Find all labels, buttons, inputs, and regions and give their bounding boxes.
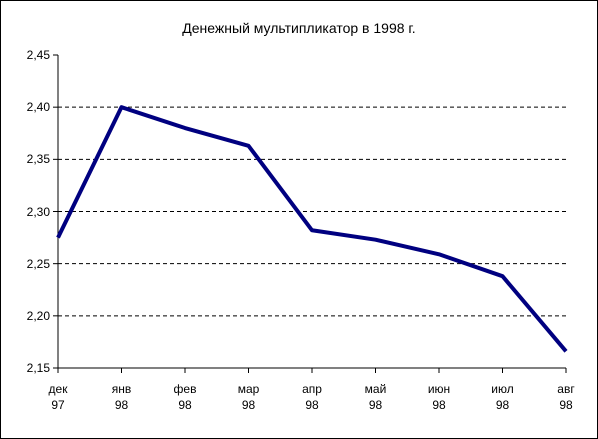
x-tick-label: дек 97 xyxy=(48,382,68,412)
y-tick-label: 2,20 xyxy=(26,308,50,323)
line-series xyxy=(56,105,568,353)
x-tick-label: янв 98 xyxy=(111,382,132,412)
y-tick-label: 2,35 xyxy=(26,152,50,167)
y-tick-label: 2,45 xyxy=(26,48,50,62)
chart-title: Денежный мультипликатор в 1998 г. xyxy=(182,20,416,36)
y-tick-label: 2,40 xyxy=(26,100,50,115)
x-tick-label: июл 98 xyxy=(491,382,514,412)
y-tick-label: 2,15 xyxy=(26,361,50,375)
y-tick-label: 2,25 xyxy=(26,256,50,271)
x-tick-label: авг 98 xyxy=(557,382,575,412)
x-tick-label: май 98 xyxy=(364,382,387,412)
x-tick-label: фев 98 xyxy=(173,382,197,412)
x-tick-label: апр 98 xyxy=(302,382,322,412)
x-tick-label: июн 98 xyxy=(427,382,451,412)
x-tick-label: мар 98 xyxy=(237,382,260,412)
y-tick-label: 2,30 xyxy=(26,204,50,219)
